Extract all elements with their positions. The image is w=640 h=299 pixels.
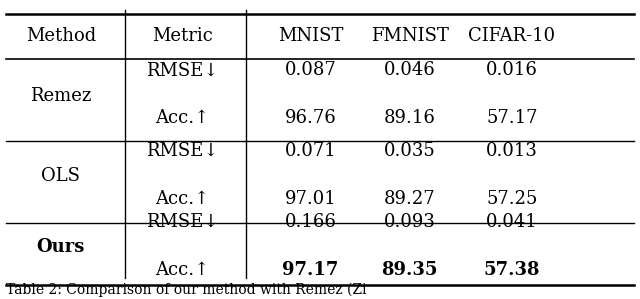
Text: RMSE↓: RMSE↓ bbox=[146, 142, 219, 160]
Text: Ours: Ours bbox=[36, 238, 85, 256]
Text: 0.071: 0.071 bbox=[285, 142, 336, 160]
Text: RMSE↓: RMSE↓ bbox=[146, 213, 219, 231]
Text: 97.01: 97.01 bbox=[285, 190, 336, 208]
Text: 57.25: 57.25 bbox=[486, 190, 538, 208]
Text: CIFAR-10: CIFAR-10 bbox=[468, 27, 556, 45]
Text: Acc.↑: Acc.↑ bbox=[156, 109, 209, 127]
Text: 97.17: 97.17 bbox=[282, 261, 339, 279]
Text: Acc.↑: Acc.↑ bbox=[156, 261, 209, 279]
Text: Acc.↑: Acc.↑ bbox=[156, 190, 209, 208]
Text: 89.35: 89.35 bbox=[381, 261, 438, 279]
Text: 0.166: 0.166 bbox=[284, 213, 337, 231]
Text: RMSE↓: RMSE↓ bbox=[146, 61, 219, 79]
Text: 96.76: 96.76 bbox=[285, 109, 336, 127]
Text: 0.046: 0.046 bbox=[384, 61, 435, 79]
Text: 0.093: 0.093 bbox=[383, 213, 436, 231]
Text: 57.17: 57.17 bbox=[486, 109, 538, 127]
Text: MNIST: MNIST bbox=[278, 27, 343, 45]
Text: 89.27: 89.27 bbox=[384, 190, 435, 208]
Text: FMNIST: FMNIST bbox=[371, 27, 449, 45]
Text: 0.035: 0.035 bbox=[384, 142, 435, 160]
Text: 89.16: 89.16 bbox=[383, 109, 436, 127]
Text: Metric: Metric bbox=[152, 27, 213, 45]
Text: 0.041: 0.041 bbox=[486, 213, 538, 231]
Text: 0.013: 0.013 bbox=[486, 142, 538, 160]
Text: Table 2: Comparison of our method with Remez (Zi: Table 2: Comparison of our method with R… bbox=[6, 283, 367, 297]
Text: 0.087: 0.087 bbox=[285, 61, 336, 79]
Text: Method: Method bbox=[26, 27, 96, 45]
Text: OLS: OLS bbox=[42, 167, 80, 185]
Text: Remez: Remez bbox=[30, 87, 92, 105]
Text: 57.38: 57.38 bbox=[484, 261, 540, 279]
Text: 0.016: 0.016 bbox=[486, 61, 538, 79]
